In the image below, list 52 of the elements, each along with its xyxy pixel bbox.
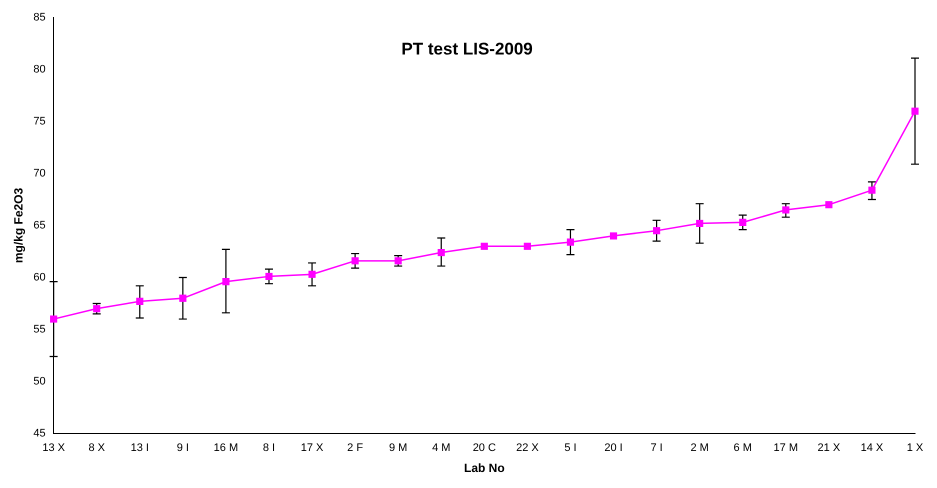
y-tick-label: 80 bbox=[33, 64, 46, 76]
y-tick-label: 65 bbox=[33, 220, 46, 232]
x-tick-label: 20 I bbox=[604, 442, 623, 454]
x-tick-label: 20 C bbox=[472, 442, 496, 454]
point bbox=[911, 108, 919, 115]
y-tick-label: 70 bbox=[33, 168, 46, 180]
point bbox=[610, 232, 618, 240]
point bbox=[308, 270, 316, 278]
point bbox=[50, 315, 58, 323]
point bbox=[566, 238, 574, 246]
point bbox=[265, 272, 273, 280]
point bbox=[352, 257, 359, 264]
x-tick-label: 5 I bbox=[564, 442, 577, 454]
point bbox=[782, 206, 790, 214]
point bbox=[222, 278, 230, 286]
x-tick-label: 2 F bbox=[347, 442, 364, 454]
y-tick-label: 50 bbox=[33, 375, 46, 388]
text: PT test LIS-2009 bbox=[401, 39, 533, 58]
x-tick-label: 13 I bbox=[130, 442, 149, 454]
point bbox=[438, 248, 445, 256]
point bbox=[696, 220, 704, 227]
point bbox=[739, 218, 746, 226]
point bbox=[179, 294, 186, 302]
y-tick-label: 55 bbox=[33, 323, 46, 336]
x-tick-label: 8 I bbox=[262, 442, 276, 454]
y-tick-label: 85 bbox=[33, 12, 46, 24]
x-tick-label: 21 X bbox=[818, 442, 841, 454]
x-tick-label: 2 M bbox=[690, 442, 709, 454]
x-tick-label: 4 M bbox=[432, 442, 450, 454]
x-tick-label: 9 I bbox=[176, 442, 189, 454]
y-tick-label: 60 bbox=[33, 272, 46, 284]
x-tick-label: 16 M bbox=[214, 442, 238, 454]
x-tick-label: 17 X bbox=[300, 442, 324, 454]
point bbox=[524, 242, 531, 250]
x-tick-label: 6 M bbox=[734, 442, 752, 454]
x-tick-label: 9 M bbox=[389, 442, 408, 454]
x-tick-label: 1 X bbox=[906, 442, 924, 454]
x-tick-label: 17 M bbox=[774, 442, 798, 454]
point bbox=[136, 298, 144, 305]
x-tick-label: 14 X bbox=[860, 442, 884, 454]
point bbox=[825, 201, 832, 208]
x-tick-label: 8 X bbox=[88, 442, 106, 454]
x-axis-title: Lab No bbox=[464, 461, 505, 476]
x-tick-label: 13 X bbox=[42, 442, 66, 454]
y-tick-label: 45 bbox=[33, 427, 46, 440]
point bbox=[868, 186, 876, 194]
x-tick-label: 22 X bbox=[516, 442, 540, 454]
y-axis-title: mg/kg Fe2O3 bbox=[12, 187, 26, 264]
x-tick-label: 7 I bbox=[650, 442, 663, 454]
point bbox=[480, 242, 488, 250]
y-tick-label: 75 bbox=[33, 116, 46, 128]
point bbox=[653, 227, 660, 234]
